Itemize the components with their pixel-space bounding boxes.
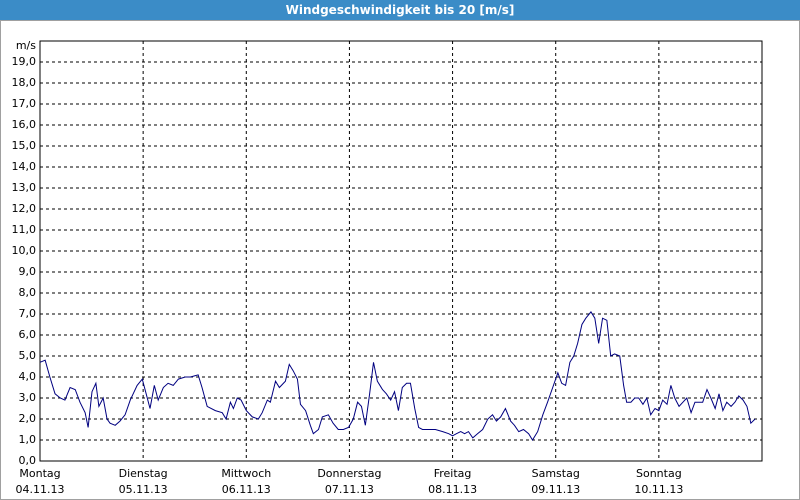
x-tick-date: 10.11.13 — [634, 483, 683, 496]
y-tick-label: 19,0 — [12, 55, 37, 68]
x-tick-label: Sonntag — [636, 467, 682, 480]
data-line — [39, 311, 756, 441]
y-tick-label: 8,0 — [19, 286, 37, 299]
x-tick-date: 04.11.13 — [16, 483, 65, 496]
x-tick-date: 08.11.13 — [428, 483, 477, 496]
y-tick-label: 6,0 — [19, 328, 37, 341]
y-tick-label: 1,0 — [19, 433, 37, 446]
x-tick-label: Samstag — [532, 467, 580, 480]
y-tick-label: 0,0 — [19, 454, 37, 467]
y-tick-label: 12,0 — [12, 202, 37, 215]
y-tick-label: 4,0 — [19, 370, 37, 383]
y-tick-label: 10,0 — [12, 244, 37, 257]
y-tick-label: 15,0 — [12, 139, 37, 152]
y-tick-label: 17,0 — [12, 97, 37, 110]
y-tick-label: 13,0 — [12, 181, 37, 194]
x-tick-label: Montag — [19, 467, 60, 480]
x-tick-label: Freitag — [434, 467, 472, 480]
y-tick-label: 16,0 — [12, 118, 37, 131]
x-tick-label: Mittwoch — [221, 467, 271, 480]
x-tick-date: 06.11.13 — [222, 483, 271, 496]
x-tick-date: 07.11.13 — [325, 483, 374, 496]
y-tick-label: 2,0 — [19, 412, 37, 425]
x-tick-date: 09.11.13 — [531, 483, 580, 496]
y-tick-label: 3,0 — [19, 391, 37, 404]
y-tick-label: 5,0 — [19, 349, 37, 362]
y-tick-label: 7,0 — [19, 307, 37, 320]
y-tick-label: 14,0 — [12, 160, 37, 173]
title-bar: Windgeschwindigkeit bis 20 [m/s] — [0, 0, 800, 20]
y-tick-label: 9,0 — [19, 265, 37, 278]
x-tick-label: Donnerstag — [317, 467, 381, 480]
y-tick-label: 11,0 — [12, 223, 37, 236]
y-unit: m/s — [16, 39, 36, 52]
x-tick-label: Dienstag — [119, 467, 168, 480]
y-tick-label: 18,0 — [12, 76, 37, 89]
x-tick-date: 05.11.13 — [119, 483, 168, 496]
